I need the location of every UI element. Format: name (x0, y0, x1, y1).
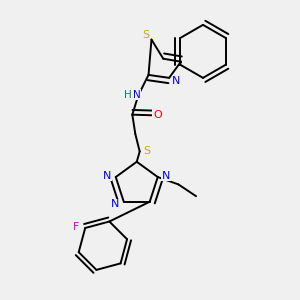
Text: H: H (124, 90, 132, 100)
Text: O: O (153, 110, 162, 120)
Text: N: N (172, 76, 181, 86)
Text: F: F (73, 221, 80, 232)
Text: S: S (142, 30, 149, 40)
Text: N: N (111, 199, 120, 209)
Text: S: S (143, 146, 151, 156)
Text: N: N (162, 171, 170, 181)
Text: N: N (103, 171, 112, 181)
Text: N: N (133, 90, 141, 100)
